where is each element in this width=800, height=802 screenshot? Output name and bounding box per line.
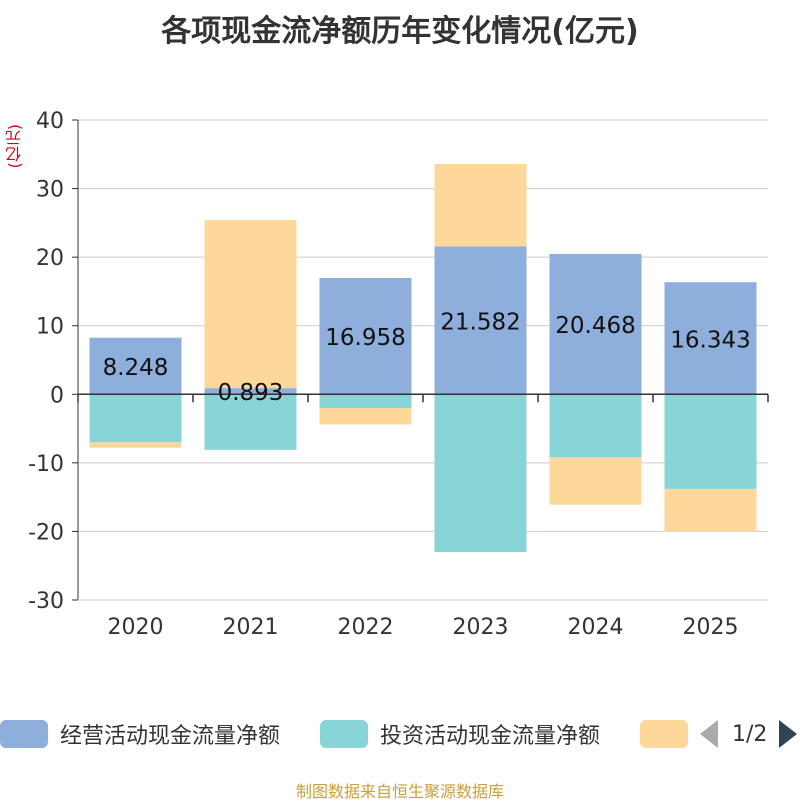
y-tick-label: -10	[28, 452, 64, 477]
y-tick-label: -30	[28, 589, 64, 614]
data-label-operating-2021: 0.893	[218, 380, 284, 406]
data-label-operating-2024: 20.468	[555, 313, 635, 339]
y-tick-label: 0	[50, 383, 64, 408]
x-tick-label: 2024	[568, 615, 624, 640]
legend-pager: 1/2	[700, 716, 798, 752]
data-label-operating-2022: 16.958	[325, 325, 405, 351]
legend-swatch-financing	[640, 720, 688, 748]
data-label-operating-2025: 16.343	[670, 327, 750, 353]
x-tick-label: 2025	[683, 615, 739, 640]
bar-financing-2025	[664, 488, 757, 532]
bar-operating-2023	[434, 246, 527, 395]
legend-swatch-investing	[320, 720, 368, 748]
bar-operating-2022	[319, 278, 412, 395]
chart-legend: 经营活动现金流量净额 投资活动现金流量净额 1/2	[0, 716, 800, 756]
bar-operating-2025	[664, 282, 757, 395]
y-tick-label: 10	[36, 315, 64, 340]
bar-investing-2023	[434, 394, 527, 552]
legend-prev-page-icon[interactable]	[700, 720, 718, 748]
bar-investing-2021	[204, 394, 297, 450]
legend-next-page-icon[interactable]	[779, 720, 798, 748]
bar-financing-2021	[204, 220, 297, 389]
bar-financing-2020	[89, 442, 182, 448]
chart-title: 各项现金流净额历年变化情况(亿元)	[161, 14, 639, 49]
bar-financing-2022	[319, 408, 412, 425]
y-tick-label: 40	[36, 109, 64, 134]
x-tick-label: 2022	[338, 615, 394, 640]
legend-page-indicator: 1/2	[732, 721, 768, 747]
bar-operating-2020	[89, 337, 182, 395]
x-tick-label: 2021	[223, 615, 279, 640]
bar-operating-2021	[204, 388, 297, 395]
bar-operating-2024	[549, 253, 642, 395]
y-tick-label: 20	[36, 246, 64, 271]
legend-swatch-operating	[0, 720, 48, 748]
bar-investing-2024	[549, 394, 642, 458]
y-tick-label: 30	[36, 178, 64, 203]
bar-investing-2022	[319, 394, 412, 408]
legend-item-investing[interactable]: 投资活动现金流量净额	[320, 716, 600, 752]
bar-investing-2025	[664, 394, 757, 489]
bar-financing-2023	[434, 164, 527, 247]
legend-label-operating: 经营活动现金流量净额	[60, 724, 281, 749]
x-tick-label: 2020	[108, 615, 164, 640]
data-label-operating-2020: 8.248	[103, 355, 169, 381]
legend-item-operating[interactable]: 经营活动现金流量净额	[0, 716, 280, 752]
x-tick-label: 2023	[453, 615, 509, 640]
y-tick-label: -20	[28, 520, 64, 545]
bar-financing-2024	[549, 457, 642, 505]
data-source-note: 制图数据来自恒生聚源数据库	[295, 782, 504, 801]
legend-label-investing: 投资活动现金流量净额	[380, 724, 601, 749]
data-label-operating-2023: 21.582	[440, 309, 520, 335]
bar-investing-2020	[89, 394, 182, 443]
legend-item-financing[interactable]	[640, 716, 700, 752]
cash-flow-chart: 40 30 20 10 0 -10 -20 -30 8.248 0.893 16.958 21.582…	[28, 109, 769, 640]
